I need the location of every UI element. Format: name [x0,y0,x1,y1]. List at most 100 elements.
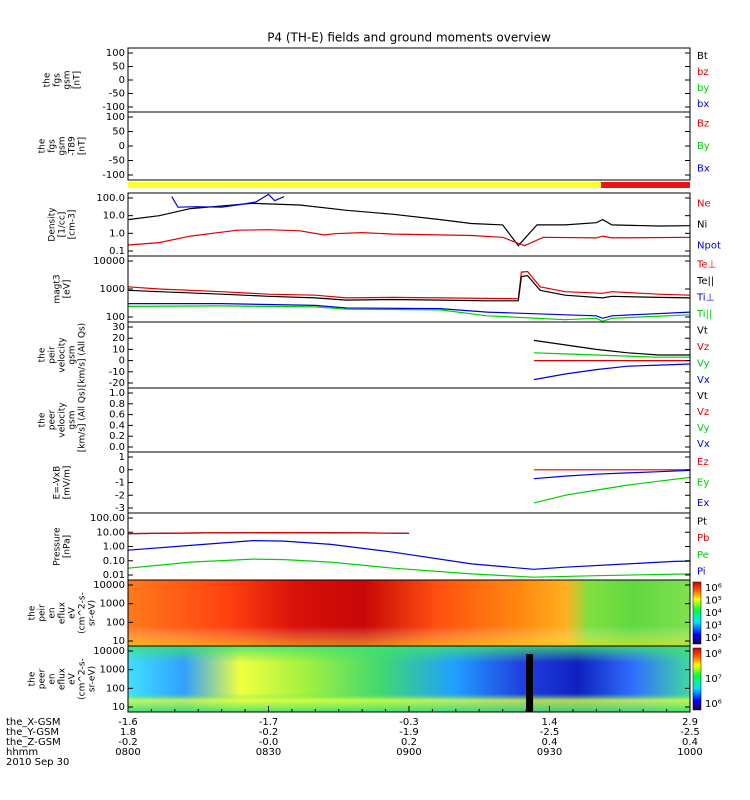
xtick-zgsm: 0.4 [542,737,558,748]
vel-vy-line [533,352,690,358]
ytick-label-peer-velocity: 1.0 [109,388,125,399]
legend-peer-velocity: Vt [697,391,708,402]
ytick-label-peir-eflux: 10000 [93,580,125,591]
ytick-label-peer-velocity: 0.8 [109,399,125,410]
ylabel-peer-velocity: gsm [68,410,78,429]
colorbar-label-peir-eflux: 10⁵ [705,596,722,607]
ytick-label-temperature: 1000 [100,284,125,295]
panel-frame-peer-velocity [127,387,691,453]
ytick-label-peer-eflux: 10000 [93,646,125,657]
legend-efield: Ex [697,498,709,509]
xtick-ygsm: -0.2 [259,727,279,738]
ylabel-pressure: [nPa] [63,535,73,558]
legend-temperature: Te⊥ [696,259,716,270]
colorbar-label-peir-eflux: 10⁶ [705,583,722,594]
ylabel-peer-eflux: the [28,671,38,686]
ytick-label-peer-velocity: 0.0 [109,442,125,453]
ytick-label-peir-eflux: 10 [112,636,125,647]
ylabel-peir-velocity: [km/s] (All Qs) [78,323,88,387]
legend-fgs-t89: Bx [697,164,710,175]
legend-peir-velocity: Vx [697,375,710,386]
ytick-label-temperature: 10000 [93,256,125,267]
ylabel-peer-eflux: eV [68,672,78,685]
ytick-label-pressure: 0.01 [103,570,125,581]
ytick-label-efield: -3 [115,503,125,514]
peir-spectrogram-shade [128,580,690,646]
xtick-xgsm: -1.6 [118,717,138,728]
ylabel-peir-eflux: eV [68,606,78,619]
ytick-label-peir-velocity: 30 [112,322,125,333]
ytick-label-fgs: 50 [112,62,125,73]
ylabel-fgs-t89: [nT] [78,137,88,155]
panel-frame-temperature [127,255,691,323]
ytick-label-efield: -1 [115,478,125,489]
xtick-hhmm: 0830 [256,747,281,758]
ytick-label-peer-velocity: 0.6 [109,410,125,421]
xtick-hhmm: 0800 [115,747,140,758]
ytick-label-density: 1.0 [109,228,125,239]
ylabel-peir-velocity: the [38,347,48,362]
xaxis-row-label: 2010 Sep 30 [6,757,69,768]
ylabel-fgs-t89: -T89 [68,136,78,156]
ytick-label-fgs-t89: 100 [106,112,125,123]
ylabel-peir-eflux: (cm^2-s- [78,592,88,634]
ytick-label-peir-eflux: 1000 [100,599,125,610]
legend-pressure: Pi [697,567,706,578]
peer-data-gap [526,654,534,712]
ylabel-fgs: gsm [63,70,73,89]
pressure-pb-line [127,531,410,535]
ytick-label-efield: 0 [119,465,125,476]
colorbar-label-peir-eflux: 10³ [705,621,722,632]
ytick-label-pressure: 0.10 [103,556,125,567]
ytick-label-density: 100.0 [96,193,125,204]
ytick-label-fgs: -100 [102,102,125,113]
ylabel-peir-eflux: en [48,607,58,618]
temp-ti-par-line [127,305,691,322]
legend-peer-velocity: Vz [697,407,709,418]
ylabel-peer-velocity: the [38,412,48,427]
colorbar-peer-eflux [692,647,702,711]
temp-te-perp-line [127,270,691,300]
xtick-zgsm: -0.2 [118,737,138,748]
ytick-label-fgs-t89: -50 [109,156,125,167]
xtick-ygsm: 1.8 [120,727,136,738]
ylabel-fgs-t89: the [38,138,48,153]
legend-density: Npot [697,241,721,252]
legend-fgs: bx [697,99,709,110]
xtick-zgsm: 0.2 [401,737,417,748]
colorbar-label-peir-eflux: 10² [705,633,722,644]
legend-fgs: bz [697,67,709,78]
temp-te-par-line [127,274,691,302]
pressure-pe-line [127,558,691,578]
colorbar-label-peer-eflux: 10⁷ [705,674,722,685]
ytick-label-density: 0.1 [109,246,125,257]
ylabel-density: [cm-3] [68,210,78,240]
ylabel-density: [1/cc] [58,212,68,238]
ylabel-peir-velocity: gsm [68,345,78,364]
ylabel-fgs: [nT] [73,71,83,89]
ylabel-peir-eflux: the [28,605,38,620]
ylabel-peer-velocity: [km/s] (All Qs) [78,388,88,452]
legend-efield: Ez [697,457,709,468]
ytick-label-peer-eflux: 1000 [100,665,125,676]
ytick-label-peir-velocity: 0 [119,356,125,367]
ylabel-peer-eflux: (cm^2-s- [78,658,88,700]
ylabel-peer-velocity: velocity [58,402,68,438]
legend-peir-velocity: Vy [697,358,710,369]
xtick-ygsm: -2.5 [680,727,700,738]
xtick-hhmm: 0900 [396,747,421,758]
ytick-label-pressure: 100.00 [90,513,125,524]
xtick-xgsm: -1.7 [259,717,279,728]
ytick-label-fgs-t89: -100 [102,170,125,181]
ylabel-pressure: Pressure [53,527,63,566]
mode-bar-yellow [128,182,602,188]
ytick-label-temperature: 100 [106,312,125,323]
ytick-label-peer-eflux: 10 [112,702,125,713]
pressure-pi-line [127,539,691,570]
legend-pressure: Pe [697,550,709,561]
ytick-label-fgs: 100 [106,48,125,59]
ylabel-peir-eflux: sr-eV) [88,600,98,626]
legend-peir-velocity: Vz [697,342,709,353]
ytick-label-efield: -2 [115,490,125,501]
